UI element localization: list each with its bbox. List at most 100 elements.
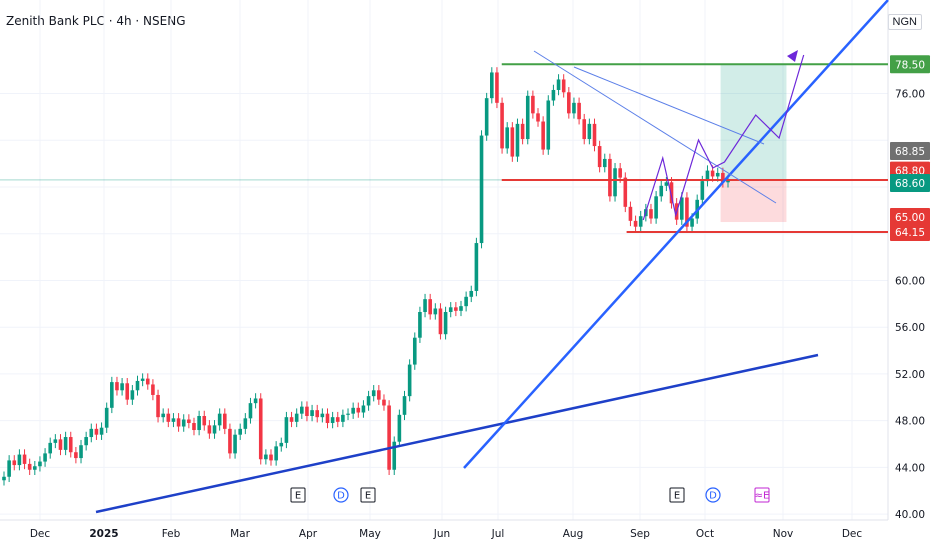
candle-body [536,113,540,122]
candle-body [710,170,715,177]
candle-body [541,121,545,150]
candle-body [592,123,597,147]
candle-body [469,290,474,297]
candle-body [248,403,253,419]
candle-body [479,135,484,244]
candle-body [264,454,268,460]
candle-body [2,476,6,481]
candle-body [715,172,720,177]
x-tick-label: Oct [696,528,714,540]
candle-body [274,446,278,461]
candle-body [305,406,309,416]
candle-body [510,127,515,157]
candle-body [192,423,196,431]
candle-body [582,119,587,140]
candle-body [346,413,350,415]
x-tick-label: Nov [773,528,794,540]
price-label-box [890,222,930,241]
event-earnings-icon [754,487,770,503]
event-earnings-icon [290,487,306,503]
x-tick-label: Jul [491,528,505,540]
candle-body [58,439,63,450]
candle-body [464,296,468,307]
candle-body [500,102,504,149]
candle-body [587,123,592,140]
y-tick-label: 48.00 [895,416,925,428]
candle-body [228,428,232,454]
projection-arrowhead [787,50,798,62]
candle-body [22,454,27,464]
candle-body [156,394,160,418]
candle-body [269,454,273,461]
candle-body [341,414,345,422]
y-tick-label: 44.00 [895,462,925,474]
candle-body [418,312,422,338]
candle-body [412,337,417,365]
candle-body [685,197,689,227]
candle-body [140,378,145,381]
candle-body [613,168,617,197]
candle-body [63,437,68,450]
y-tick-label: 60.00 [895,275,925,287]
candle-body [633,220,638,227]
price-label-box [890,208,930,227]
candle-body [669,182,674,204]
price-label-text: 68.85 [895,146,925,158]
event-label: ≈E [755,491,770,502]
candle-body [151,384,155,395]
candle-body [284,417,289,443]
candle-body [17,454,22,466]
event-dividend-icon [333,487,349,503]
candle-body [690,218,694,227]
candle-body [294,413,299,422]
candle-body [474,243,479,291]
candle-body [721,172,725,183]
candle-body [84,437,88,446]
candle-body [130,390,135,400]
candle-body [371,390,376,397]
candle-body [387,405,391,470]
x-tick-label: Apr [299,528,318,540]
candle-body [161,413,165,418]
price-label-box [890,173,930,192]
candle-body [628,206,633,221]
y-tick-label: 76.00 [895,88,925,100]
event-dividend-icon [705,487,721,503]
falling-trendline [573,66,765,145]
candle-body [638,216,643,227]
candle-body [99,427,104,435]
price-label-box [890,142,930,161]
candle-body [94,428,99,435]
projection-path [642,54,805,221]
candle-body [428,299,432,315]
event-label: D [709,491,717,502]
falling-trendline [533,50,777,204]
candle-body [115,382,119,391]
candle-body [38,461,42,467]
candle-body [68,437,73,453]
candle-body [659,185,664,197]
candle-body [448,307,453,312]
candle-body [443,312,448,335]
candle-body [649,209,653,219]
x-tick-label: May [359,528,381,540]
y-tick-label: 52.00 [895,369,925,381]
x-tick-label: Jun [433,528,450,540]
candle-body [125,383,130,400]
candle-body [243,418,248,429]
stop-zone [720,179,787,223]
candle-body [289,417,294,422]
candle-body [433,308,438,315]
candle-body [351,407,355,414]
price-label-text: 65.00 [895,212,925,224]
candle-body [525,95,530,140]
candle-body [238,428,242,435]
candle-body [531,95,535,114]
candle-body [104,407,109,428]
event-label: D [337,491,345,502]
candle-body [120,383,124,391]
candle-body [597,146,602,168]
candle-body [7,460,11,477]
candle-body [315,410,320,418]
